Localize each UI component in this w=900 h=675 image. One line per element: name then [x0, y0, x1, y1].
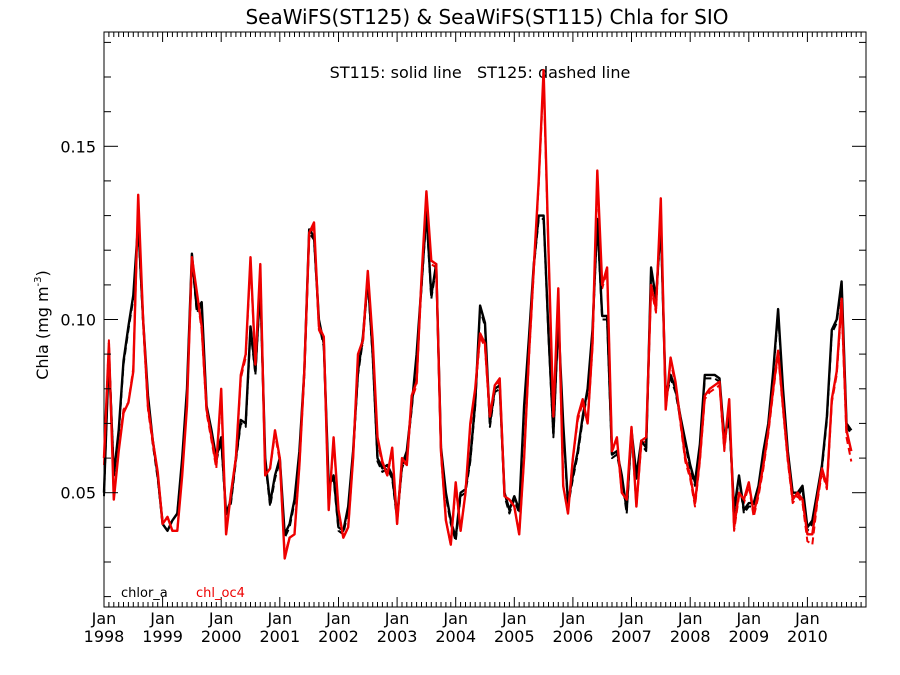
x-tick-label-month: Jan: [501, 609, 527, 628]
x-tick-label-year: 2002: [318, 627, 359, 646]
x-tick-label-year: 2003: [377, 627, 418, 646]
x-tick-label-year: 2006: [553, 627, 594, 646]
x-tick-label-month: Jan: [442, 609, 468, 628]
x-tick-label-year: 1999: [142, 627, 183, 646]
x-tick-label-month: Jan: [384, 609, 410, 628]
axis-ticks: [104, 32, 866, 607]
legend-chlor-a: chlor_a: [121, 586, 168, 601]
x-tick-label-month: Jan: [325, 609, 351, 628]
x-tick-label-month: Jan: [91, 609, 117, 628]
x-tick-label-month: Jan: [266, 609, 292, 628]
x-tick-label-year: 2010: [787, 627, 828, 646]
series-line-chl-oc4-st115: [102, 68, 853, 560]
x-tick-label-year: 1998: [84, 627, 125, 646]
svg-text:Chla (mg m-3): Chla (mg m-3): [33, 270, 52, 380]
series-lines: [102, 68, 853, 560]
y-tick-label: 0.05: [60, 484, 96, 503]
x-tick-label-month: Jan: [560, 609, 586, 628]
x-tick-label-year: 2001: [259, 627, 300, 646]
x-tick-label-year: 2007: [611, 627, 652, 646]
y-tick-label: 0.10: [60, 311, 96, 330]
x-tick-label-year: 2000: [201, 627, 242, 646]
x-tick-label-year: 2008: [670, 627, 711, 646]
x-tick-label-month: Jan: [677, 609, 703, 628]
y-tick-label: 0.15: [60, 137, 96, 156]
line-style-annotation: ST115: solid line ST125: dashed line: [330, 63, 631, 82]
x-tick-label-year: 2004: [435, 627, 476, 646]
x-tick-label-year: 2009: [728, 627, 769, 646]
y-axis-label-superscript: -3: [33, 276, 44, 286]
y-axis-label-close: ): [33, 270, 52, 276]
axis-tick-labels: 0.050.100.15Jan1998Jan1999Jan2000Jan2001…: [60, 137, 827, 646]
legend-chl-oc4: chl_oc4: [196, 586, 245, 601]
y-axis-label: Chla (mg m-3): [33, 270, 52, 380]
x-tick-label-month: Jan: [208, 609, 234, 628]
x-tick-label-year: 2005: [494, 627, 535, 646]
y-axis-label-text: Chla (mg m: [33, 286, 52, 379]
series-line-chlor-a-st115: [102, 210, 853, 539]
chart-title: SeaWiFS(ST125) & SeaWiFS(ST115) Chla for…: [245, 5, 728, 29]
x-tick-label-month: Jan: [735, 609, 761, 628]
x-tick-label-month: Jan: [149, 609, 175, 628]
x-tick-label-month: Jan: [794, 609, 820, 628]
x-tick-label-month: Jan: [618, 609, 644, 628]
